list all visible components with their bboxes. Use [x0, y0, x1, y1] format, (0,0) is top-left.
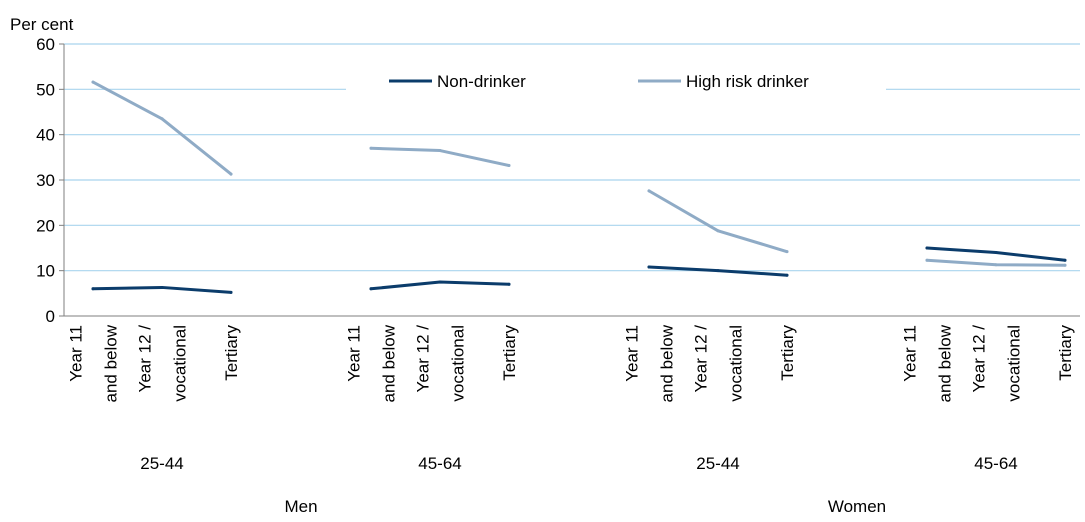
data-point: [91, 287, 95, 291]
data-point: [925, 258, 929, 262]
legend-label: Non-drinker: [437, 72, 526, 91]
data-point: [229, 290, 233, 294]
series-line: [925, 246, 1067, 262]
y-tick-label: 50: [36, 80, 55, 99]
data-point: [994, 263, 998, 267]
data-point: [994, 251, 998, 255]
sex-group-label: Women: [828, 497, 886, 516]
x-tick-label: vocational: [727, 325, 746, 402]
x-tick-label: Tertiary: [1056, 325, 1075, 381]
x-tick-label: Tertiary: [778, 325, 797, 381]
y-tick-label: 30: [36, 171, 55, 190]
y-tick-label: 10: [36, 262, 55, 281]
x-tick-label: Year 12 /: [692, 325, 711, 393]
x-tick-label: and below: [936, 324, 955, 402]
data-point: [647, 265, 651, 269]
data-point: [369, 287, 373, 291]
series-layer: [91, 80, 1067, 294]
x-tick-label: vocational: [171, 325, 190, 402]
data-point: [785, 273, 789, 277]
data-point: [507, 282, 511, 286]
x-tick-label: Year 11: [345, 325, 364, 382]
x-tick-label: vocational: [449, 325, 468, 402]
data-point: [369, 146, 373, 150]
data-point: [160, 285, 164, 289]
y-tick-label: 20: [36, 216, 55, 235]
x-tick-label: Year 12 /: [136, 325, 155, 393]
age-group-label: 45-64: [418, 454, 461, 473]
data-point: [229, 172, 233, 176]
legend: Non-drinker High risk drinker: [346, 62, 886, 98]
age-group-label: 25-44: [696, 454, 739, 473]
sex-group-label: Men: [284, 497, 317, 516]
legend-label: High risk drinker: [686, 72, 809, 91]
age-group-label: 25-44: [140, 454, 183, 473]
y-tick-label: 0: [46, 307, 55, 326]
x-tick-label: Year 11: [67, 325, 86, 382]
data-point: [1063, 258, 1067, 262]
data-point: [925, 246, 929, 250]
x-tick-label: Year 12 /: [970, 325, 989, 393]
x-axis: Year 11 and below Year 12 / vocational Terti…: [64, 315, 1080, 516]
age-group-label: 45-64: [974, 454, 1017, 473]
series-line: [647, 189, 789, 254]
data-point: [507, 163, 511, 167]
y-axis: 0 10 20 30 40 50 60: [36, 35, 65, 326]
data-point: [716, 269, 720, 273]
x-tick-label: Year 11: [901, 325, 920, 382]
data-point: [647, 189, 651, 193]
x-tick-label: Tertiary: [500, 325, 519, 381]
data-point: [91, 80, 95, 84]
data-point: [1063, 263, 1067, 267]
y-axis-title: Per cent: [10, 15, 74, 34]
data-point: [785, 250, 789, 254]
legend-box: [346, 62, 886, 98]
y-tick-label: 40: [36, 126, 55, 145]
data-point: [438, 280, 442, 284]
x-tick-label: vocational: [1005, 325, 1024, 402]
series-line: [91, 80, 233, 176]
x-tick-label: Year 11: [623, 325, 642, 382]
x-tick-label: and below: [102, 324, 121, 402]
x-tick-label: Year 12 /: [414, 325, 433, 393]
x-tick-label: and below: [658, 324, 677, 402]
data-point: [716, 229, 720, 233]
x-tick-label: Tertiary: [222, 325, 241, 381]
data-point: [438, 149, 442, 153]
x-tick-label: and below: [380, 324, 399, 402]
data-point: [160, 117, 164, 121]
y-tick-label: 60: [36, 35, 55, 54]
